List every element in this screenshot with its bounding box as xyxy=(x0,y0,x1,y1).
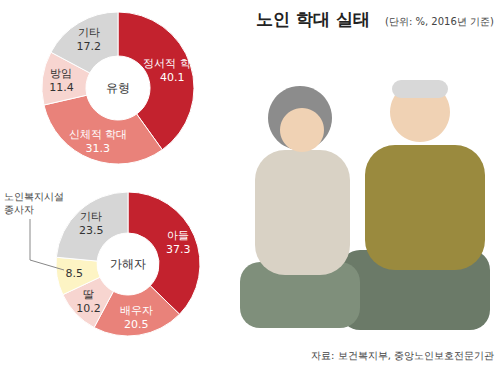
svg-text:아들: 아들 xyxy=(167,229,189,242)
svg-text:노인 학대 실태: 노인 학대 실태 xyxy=(256,9,370,29)
svg-text:23.5: 23.5 xyxy=(79,224,104,237)
svg-text:20.5: 20.5 xyxy=(124,318,149,331)
svg-text:노인복지시설: 노인복지시설 xyxy=(4,191,64,202)
svg-text:가해자: 가해자 xyxy=(110,257,146,271)
svg-text:자료: 보건복지부, 중앙노인보호전문기관: 자료: 보건복지부, 중앙노인보호전문기관 xyxy=(311,350,494,361)
svg-text:17.2: 17.2 xyxy=(76,40,101,53)
svg-text:딸: 딸 xyxy=(83,288,94,301)
svg-text:11.4: 11.4 xyxy=(49,81,74,94)
svg-text:기타: 기타 xyxy=(78,26,100,39)
svg-text:종사자: 종사자 xyxy=(4,204,34,215)
svg-text:40.1: 40.1 xyxy=(160,71,185,84)
svg-text:신체적 학대: 신체적 학대 xyxy=(69,128,128,141)
svg-text:37.3: 37.3 xyxy=(166,243,191,256)
svg-text:8.5: 8.5 xyxy=(66,267,84,280)
svg-text:방임: 방임 xyxy=(50,67,72,80)
svg-text:배우자: 배우자 xyxy=(120,304,153,317)
svg-text:유형: 유형 xyxy=(106,81,130,95)
svg-text:(단위: %, 2016년 기준): (단위: %, 2016년 기준) xyxy=(385,16,494,27)
svg-text:10.2: 10.2 xyxy=(76,302,101,315)
svg-text:정서적 학대: 정서적 학대 xyxy=(143,57,202,70)
svg-text:31.3: 31.3 xyxy=(86,142,111,155)
svg-text:기타: 기타 xyxy=(80,210,102,223)
